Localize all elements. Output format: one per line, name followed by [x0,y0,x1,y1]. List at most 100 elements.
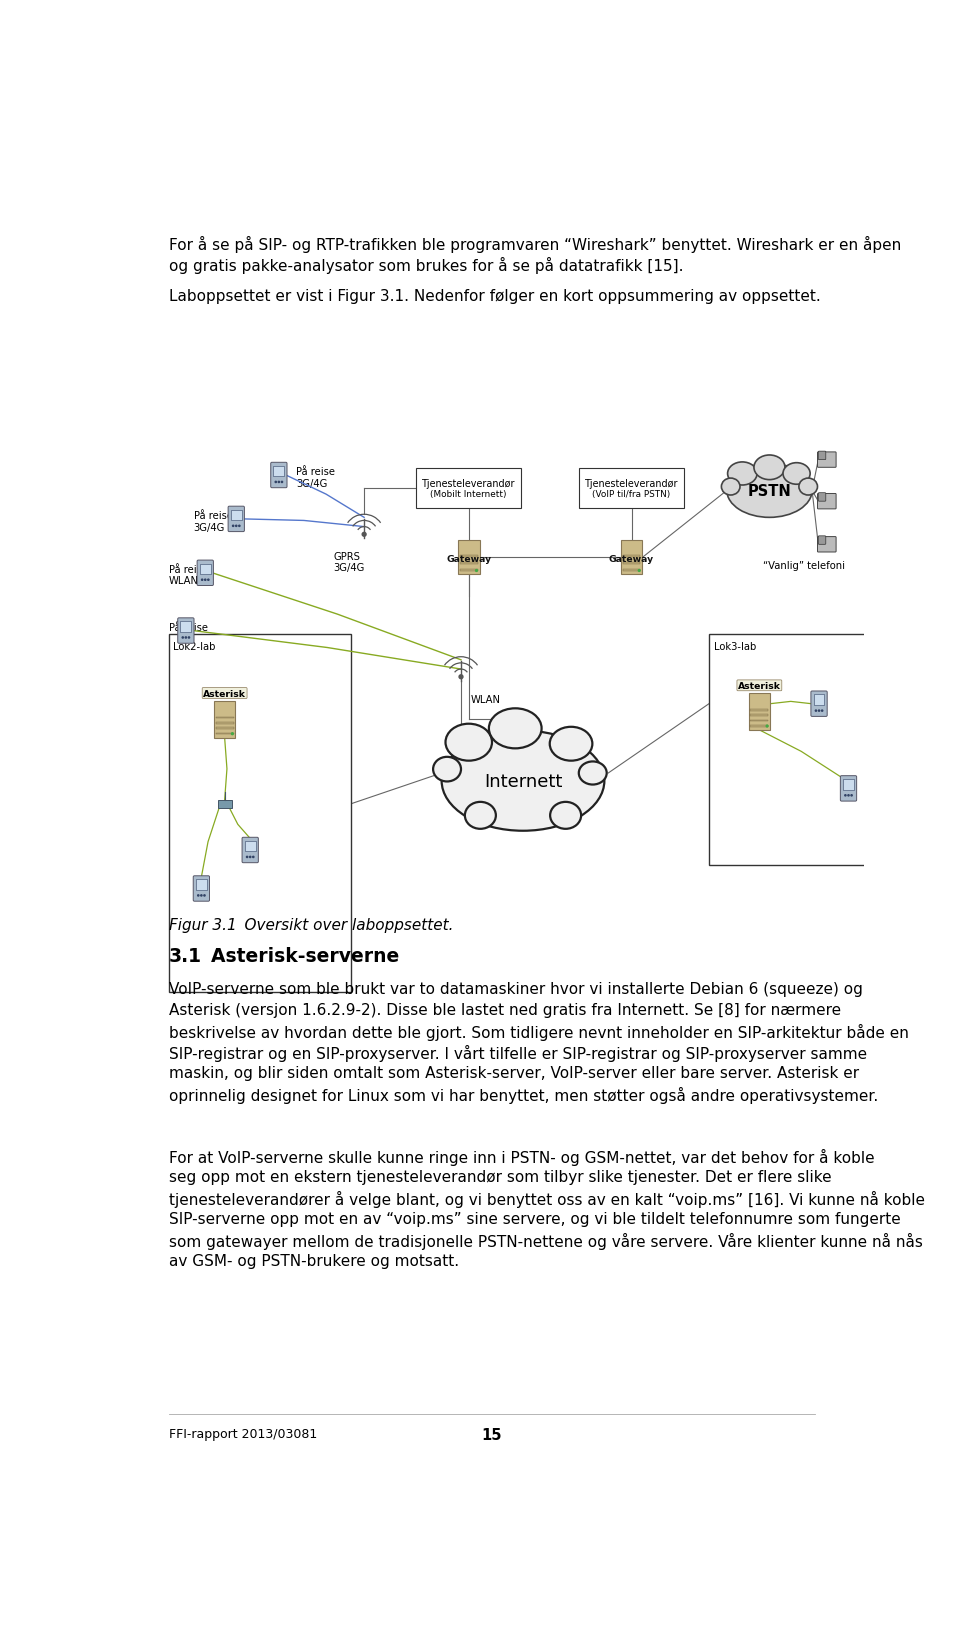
Text: og gratis pakke-analysator som brukes for å se på datatrafikk [15].: og gratis pakke-analysator som brukes fo… [169,256,684,274]
Bar [751,725,768,727]
Bar [814,694,825,706]
Bar [460,562,478,566]
Bar [180,623,191,632]
Text: Asterisk (versjon 1.6.2.9-2). Disse ble lastet ned gratis fra Internett. Se [8] : Asterisk (versjon 1.6.2.9-2). Disse ble … [169,1002,841,1017]
Ellipse shape [433,758,461,782]
Bar [216,729,233,730]
Text: FFI-rapport 2013/03081: FFI-rapport 2013/03081 [169,1428,317,1441]
Bar [623,556,640,557]
Bar [623,562,640,566]
Text: WLAN: WLAN [169,634,199,644]
Text: 3G/4G: 3G/4G [333,562,365,572]
Text: Gateway: Gateway [446,556,492,564]
FancyBboxPatch shape [214,701,235,738]
Ellipse shape [465,802,496,830]
Text: WLAN: WLAN [169,575,199,587]
Text: For at VoIP-serverne skulle kunne ringe inn i PSTN- og GSM-nettet, var det behov: For at VoIP-serverne skulle kunne ringe … [169,1148,875,1165]
Text: På reise: På reise [296,466,335,478]
Text: maskin, og blir siden omtalt som Asterisk-server, VoIP-server eller bare server.: maskin, og blir siden omtalt som Asteris… [169,1064,859,1081]
Bar [216,734,233,735]
Text: GPRS: GPRS [333,553,360,562]
FancyBboxPatch shape [818,538,836,553]
Bar [751,716,768,717]
Bar [200,564,210,575]
Text: Tjenesteleverandør: Tjenesteleverandør [585,479,679,489]
Circle shape [638,570,640,572]
Ellipse shape [550,727,592,761]
FancyBboxPatch shape [458,541,480,575]
Text: 3.1: 3.1 [169,947,202,965]
Text: SIP-serverne opp mot en av “voip.ms” sine servere, og vi ble tildelt telefonnumr: SIP-serverne opp mot en av “voip.ms” sin… [169,1211,900,1226]
Bar [751,709,768,711]
Bar [623,569,640,572]
Bar [709,636,891,866]
Text: På reise: På reise [169,564,207,575]
Circle shape [475,570,477,572]
FancyBboxPatch shape [818,452,826,460]
Text: For å se på SIP- og RTP-trafikken ble programvaren “Wireshark” benyttet. Wiresha: For å se på SIP- og RTP-trafikken ble pr… [169,236,901,253]
Text: som gatewayer mellom de tradisjonelle PSTN-nettene og våre servere. Våre kliente: som gatewayer mellom de tradisjonelle PS… [169,1232,923,1249]
Ellipse shape [783,463,810,486]
Ellipse shape [754,456,785,481]
Bar [843,779,854,791]
Ellipse shape [489,709,541,748]
Ellipse shape [442,732,605,831]
Text: Lok2-lab: Lok2-lab [174,641,216,650]
Bar [216,717,233,719]
Text: Asterisk: Asterisk [204,689,246,698]
Text: Tjenesteleverandør: Tjenesteleverandør [422,479,516,489]
Circle shape [766,725,768,727]
Text: På reise: På reise [169,623,207,632]
Text: Asterisk: Asterisk [738,681,780,691]
FancyBboxPatch shape [197,561,213,587]
FancyBboxPatch shape [818,494,836,510]
Text: Laboppsettet er vist i Figur 3.1. Nedenfor følger en kort oppsummering av oppset: Laboppsettet er vist i Figur 3.1. Nedenf… [169,289,821,303]
Text: oprinnelig designet for Linux som vi har benyttet, men støtter også andre operat: oprinnelig designet for Linux som vi har… [169,1086,878,1104]
Circle shape [231,734,233,735]
Text: PSTN: PSTN [748,484,791,499]
Bar [230,510,242,520]
FancyBboxPatch shape [271,463,287,489]
FancyBboxPatch shape [228,507,245,533]
FancyBboxPatch shape [178,618,194,644]
Bar [218,800,231,808]
Ellipse shape [799,479,818,496]
Circle shape [362,533,366,536]
Text: 15: 15 [482,1428,502,1443]
Text: (Mobilt Internett): (Mobilt Internett) [430,489,507,499]
Bar [274,466,284,478]
Bar [245,841,255,851]
Text: 3G/4G: 3G/4G [296,479,327,489]
Text: Lok3-lab: Lok3-lab [713,641,756,650]
Ellipse shape [727,465,812,518]
Bar [460,569,478,572]
Bar [169,636,351,993]
Text: Figur 3.1: Figur 3.1 [169,918,236,932]
Bar [216,722,233,724]
Text: WLAN: WLAN [470,694,500,704]
Text: 3G/4G: 3G/4G [194,522,225,533]
FancyBboxPatch shape [579,469,684,509]
FancyBboxPatch shape [818,494,826,502]
Text: “Vanlig” telefoni: “Vanlig” telefoni [763,561,845,570]
Ellipse shape [579,761,607,786]
Bar [460,556,478,557]
Text: På reise: På reise [194,510,232,520]
Ellipse shape [445,724,492,761]
Text: tjenesteleverandører å velge blant, og vi benyttet oss av en kalt “voip.ms” [16]: tjenesteleverandører å velge blant, og v… [169,1190,924,1208]
FancyBboxPatch shape [811,691,828,717]
Text: VoIP-serverne som ble brukt var to datamaskiner hvor vi installerte Debian 6 (sq: VoIP-serverne som ble brukt var to datam… [169,981,863,996]
Text: SIP-registrar og en SIP-proxyserver. I vårt tilfelle er SIP-registrar og SIP-pro: SIP-registrar og en SIP-proxyserver. I v… [169,1045,867,1061]
Text: Asterisk-serverne: Asterisk-serverne [199,947,399,965]
Text: (VoIP til/fra PSTN): (VoIP til/fra PSTN) [592,489,671,499]
Bar [751,720,768,722]
Text: seg opp mot en ekstern tjenesteleverandør som tilbyr slike tjenester. Det er fle: seg opp mot en ekstern tjenesteleverandø… [169,1169,831,1185]
Text: av GSM- og PSTN-brukere og motsatt.: av GSM- og PSTN-brukere og motsatt. [169,1253,459,1268]
Circle shape [459,675,463,680]
FancyBboxPatch shape [242,838,258,864]
FancyBboxPatch shape [818,536,826,544]
FancyBboxPatch shape [840,776,856,802]
Bar [196,880,206,890]
Text: beskrivelse av hvordan dette ble gjort. Som tidligere nevnt inneholder en SIP-ar: beskrivelse av hvordan dette ble gjort. … [169,1024,909,1040]
FancyBboxPatch shape [621,541,642,575]
